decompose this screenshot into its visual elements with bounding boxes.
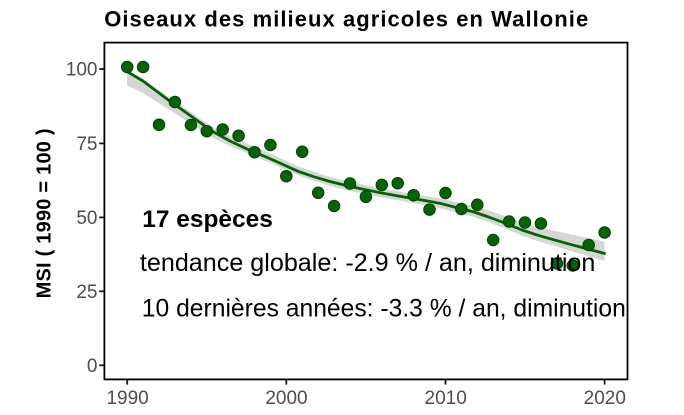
svg-text:Oiseaux des milieux agricoles: Oiseaux des milieux agricoles en Walloni… [104, 6, 588, 31]
svg-text:MSI ( 1990 = 100 ): MSI ( 1990 = 100 ) [34, 128, 56, 298]
svg-text:10 dernières années: -3.3 % /: 10 dernières années: -3.3 % / an, diminu… [142, 295, 626, 323]
svg-text:100: 100 [66, 60, 98, 81]
svg-text:0: 0 [87, 356, 98, 377]
svg-text:2010: 2010 [425, 388, 467, 409]
svg-text:75: 75 [76, 134, 97, 155]
svg-text:1990: 1990 [106, 388, 148, 409]
svg-text:tendance globale: -2.9 % / an,: tendance globale: -2.9 % / an, diminutio… [140, 249, 595, 277]
svg-text:2020: 2020 [584, 388, 626, 409]
svg-text:17 espèces: 17 espèces [142, 206, 272, 233]
svg-text:2000: 2000 [265, 388, 307, 409]
svg-text:50: 50 [76, 208, 97, 229]
svg-text:25: 25 [76, 282, 97, 303]
